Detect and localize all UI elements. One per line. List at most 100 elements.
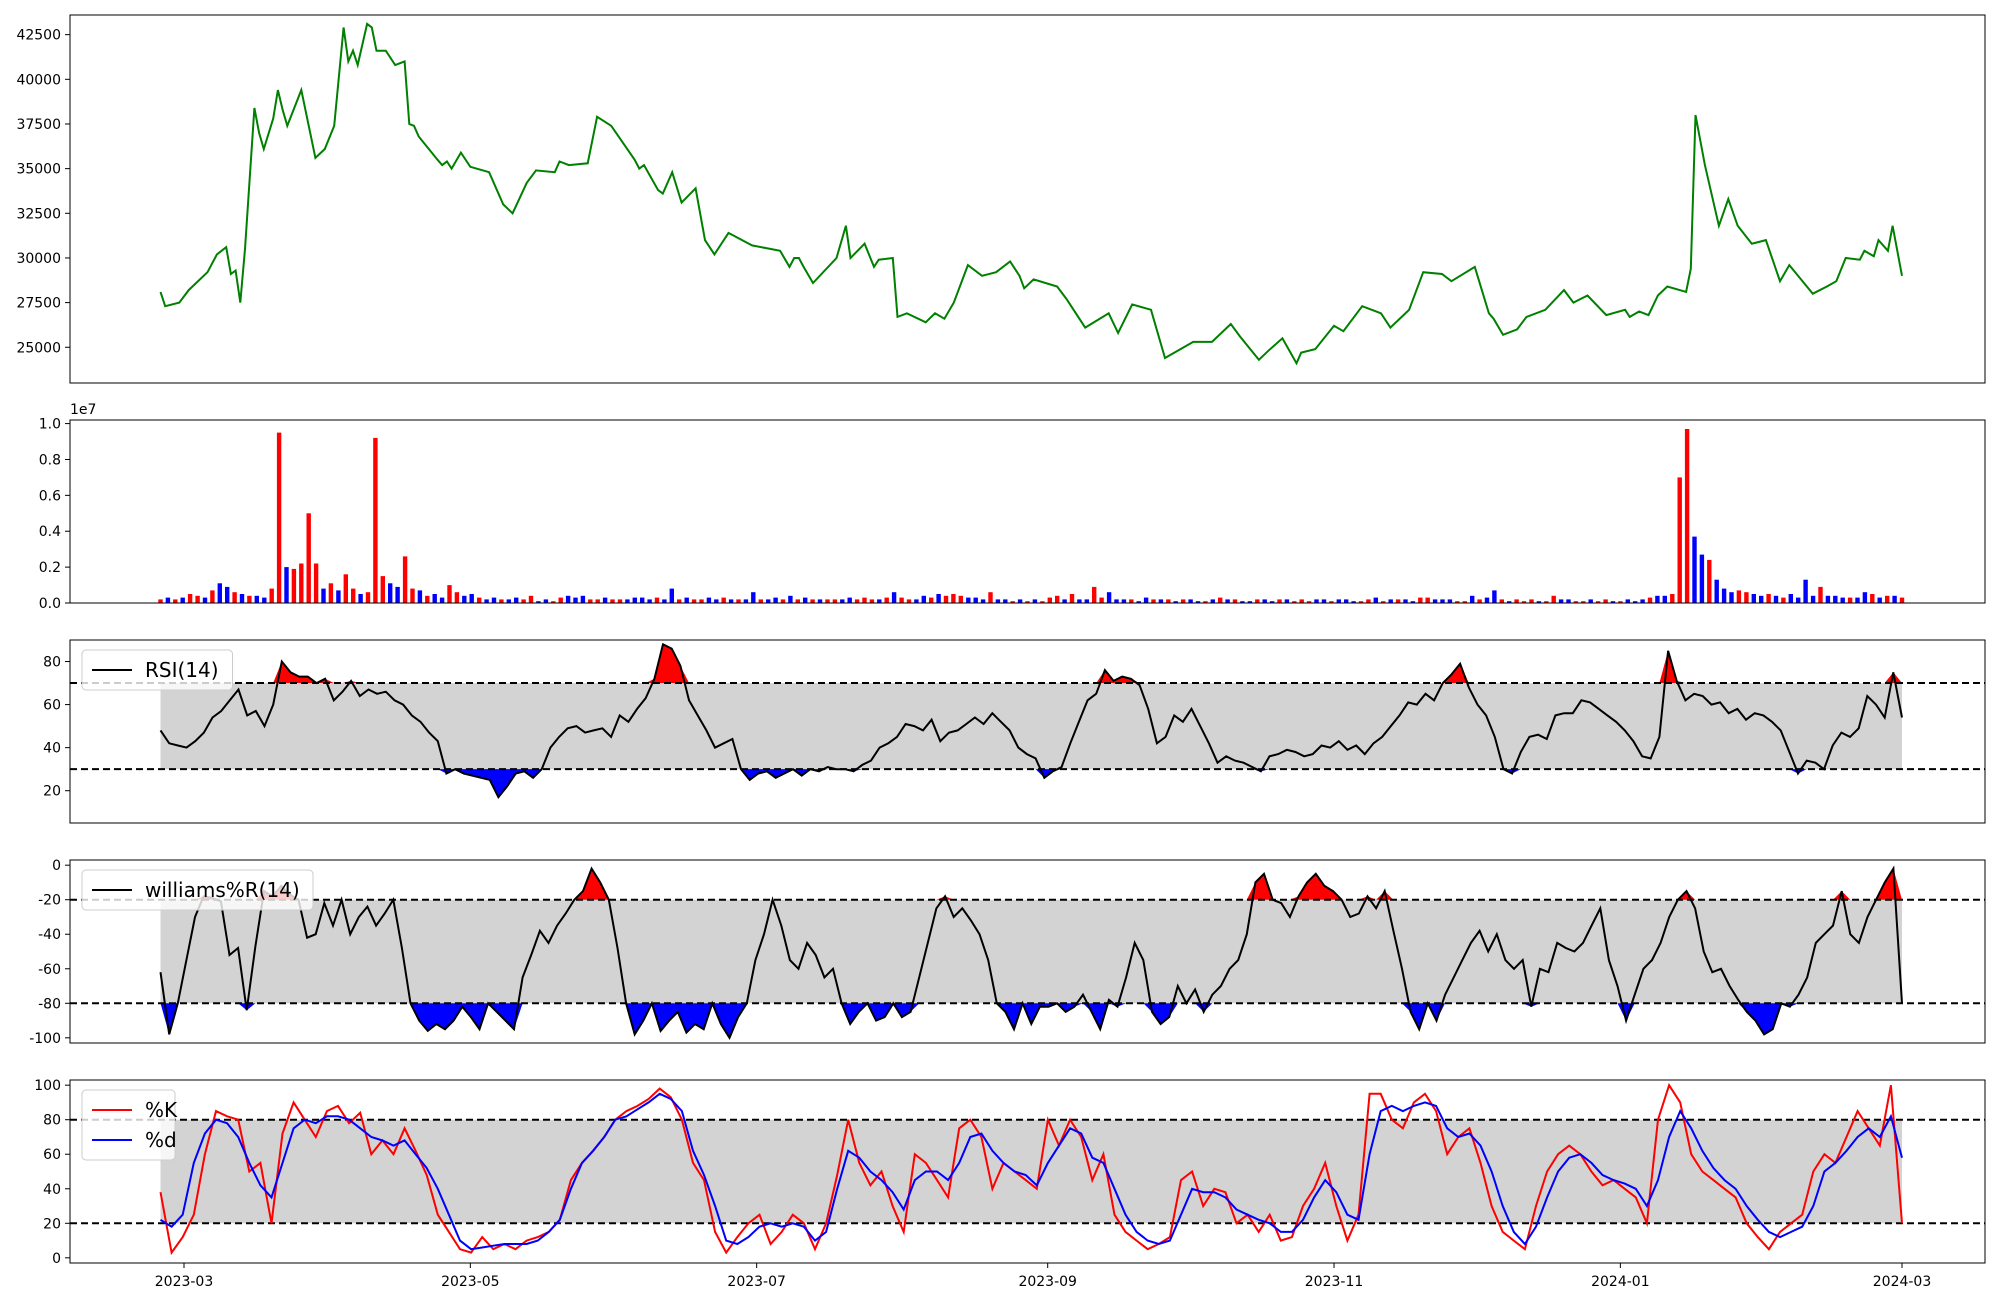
volume-bar bbox=[1240, 601, 1245, 603]
rsi-legend: RSI(14) bbox=[81, 649, 233, 691]
price-line bbox=[159, 22, 1903, 366]
price-axis-ytick-label: 37500 bbox=[16, 117, 61, 133]
panels-group: 25000 27500 30000 32500 35000 37500 40000 42500… bbox=[16, 14, 1986, 1267]
volume-bar bbox=[1277, 599, 1282, 603]
volume-bar bbox=[254, 595, 259, 603]
volume-bar bbox=[1017, 599, 1023, 603]
stoch-axis-ytick-label: 40 bbox=[43, 1182, 61, 1198]
volume-bar bbox=[662, 599, 667, 603]
volume-bar bbox=[1410, 601, 1416, 603]
volume-bar bbox=[1499, 599, 1504, 603]
volume-bar bbox=[447, 585, 452, 603]
rsi-legend-label: RSI(14) bbox=[145, 658, 219, 682]
volume-bar bbox=[1195, 601, 1201, 603]
rsi-axis-series-line-0 bbox=[159, 642, 1903, 800]
volume-bar bbox=[1143, 597, 1149, 603]
volume-bar bbox=[936, 594, 941, 603]
volume-bar bbox=[1603, 599, 1608, 603]
volume-bar bbox=[1306, 601, 1312, 603]
volume-bar bbox=[1566, 599, 1571, 603]
volume-bar bbox=[484, 599, 489, 603]
volume-bar bbox=[1544, 601, 1549, 603]
x-tick-label: 2023-09 bbox=[1018, 1274, 1077, 1290]
volume-bar bbox=[499, 599, 504, 603]
volume-bar bbox=[1477, 599, 1482, 603]
volume-bar bbox=[684, 597, 689, 603]
volume-bar bbox=[884, 597, 889, 603]
volume-bar bbox=[358, 594, 363, 603]
volume-bar bbox=[462, 595, 467, 603]
volume-bar bbox=[1025, 601, 1030, 603]
stoch-legend: %K %d bbox=[81, 1089, 178, 1161]
volume-bar bbox=[766, 599, 771, 603]
volume-bar bbox=[313, 563, 319, 603]
volume-bar bbox=[365, 592, 371, 603]
volume-bar bbox=[1788, 594, 1793, 603]
volume-bar bbox=[980, 599, 986, 603]
stoch-axis-ytick-label: 100 bbox=[34, 1078, 61, 1094]
volume-bar bbox=[1492, 590, 1497, 603]
volume-bar bbox=[528, 595, 534, 603]
volume-bar bbox=[158, 599, 163, 603]
volume-bar bbox=[1633, 601, 1638, 603]
volume-bar bbox=[1032, 599, 1038, 603]
volume-bar bbox=[402, 556, 408, 603]
volume-bar bbox=[180, 597, 185, 603]
volume-bar bbox=[640, 597, 645, 603]
volume-bar bbox=[1321, 599, 1327, 603]
volume-bar bbox=[477, 597, 482, 603]
volume-bar bbox=[1040, 601, 1045, 603]
volume-bar bbox=[595, 599, 600, 603]
volume-bar bbox=[1810, 595, 1816, 603]
volume-bar bbox=[1092, 586, 1097, 603]
volume-bar bbox=[514, 597, 519, 603]
volume-bar bbox=[1470, 595, 1475, 603]
volume-bar bbox=[1329, 601, 1334, 603]
volume-bar bbox=[1077, 599, 1082, 603]
volume-bar bbox=[388, 583, 393, 603]
volume-bar bbox=[847, 597, 852, 603]
volume-bar bbox=[1366, 599, 1371, 603]
volume-bar bbox=[351, 588, 356, 603]
volume-bar bbox=[1699, 554, 1705, 603]
x-tick-label: 2023-11 bbox=[1305, 1274, 1364, 1290]
volume-bar bbox=[1655, 595, 1660, 603]
stoch-axis-ytick-label: 80 bbox=[43, 1113, 61, 1129]
volume-bar bbox=[1121, 599, 1127, 603]
volume-bar bbox=[1818, 586, 1823, 603]
volume-bar bbox=[899, 597, 904, 603]
volume-bar bbox=[862, 597, 867, 603]
volume-bar bbox=[1047, 597, 1052, 603]
williams-axis-ytick-label: 0 bbox=[52, 858, 61, 874]
volume-bar bbox=[610, 599, 615, 603]
williams-axis-ytick-label: -20 bbox=[38, 893, 61, 909]
volume-bar bbox=[973, 597, 978, 603]
volume-bar bbox=[988, 592, 993, 603]
volume-bar bbox=[1151, 599, 1156, 603]
volume-bar bbox=[1173, 601, 1178, 603]
volume-bar bbox=[1825, 595, 1831, 603]
volume-bar bbox=[1610, 601, 1616, 603]
volume-bar bbox=[921, 595, 926, 603]
volume-bar bbox=[543, 599, 549, 603]
volume-axis-ytick-label: 0.6 bbox=[39, 488, 61, 504]
x-tick-label: 2023-05 bbox=[441, 1274, 500, 1290]
volume-bar bbox=[217, 583, 222, 603]
volume-bar bbox=[1292, 601, 1297, 603]
volume-bar bbox=[284, 567, 289, 603]
williams-axis-neutral-band bbox=[160, 899, 1903, 1004]
price-axis-ytick-label: 27500 bbox=[16, 296, 61, 312]
volume-bar bbox=[1855, 597, 1860, 603]
volume-bar bbox=[1158, 599, 1164, 603]
volume-bar bbox=[328, 583, 334, 603]
volume-bar bbox=[165, 597, 171, 603]
volume-bar bbox=[669, 588, 674, 603]
price-axis-ytick-label: 25000 bbox=[16, 340, 61, 356]
volume-bar bbox=[521, 599, 526, 603]
volume-bar bbox=[551, 601, 556, 603]
volume-bar bbox=[1314, 599, 1319, 603]
volume-bar bbox=[1529, 599, 1534, 603]
volume-bar bbox=[1729, 592, 1734, 603]
